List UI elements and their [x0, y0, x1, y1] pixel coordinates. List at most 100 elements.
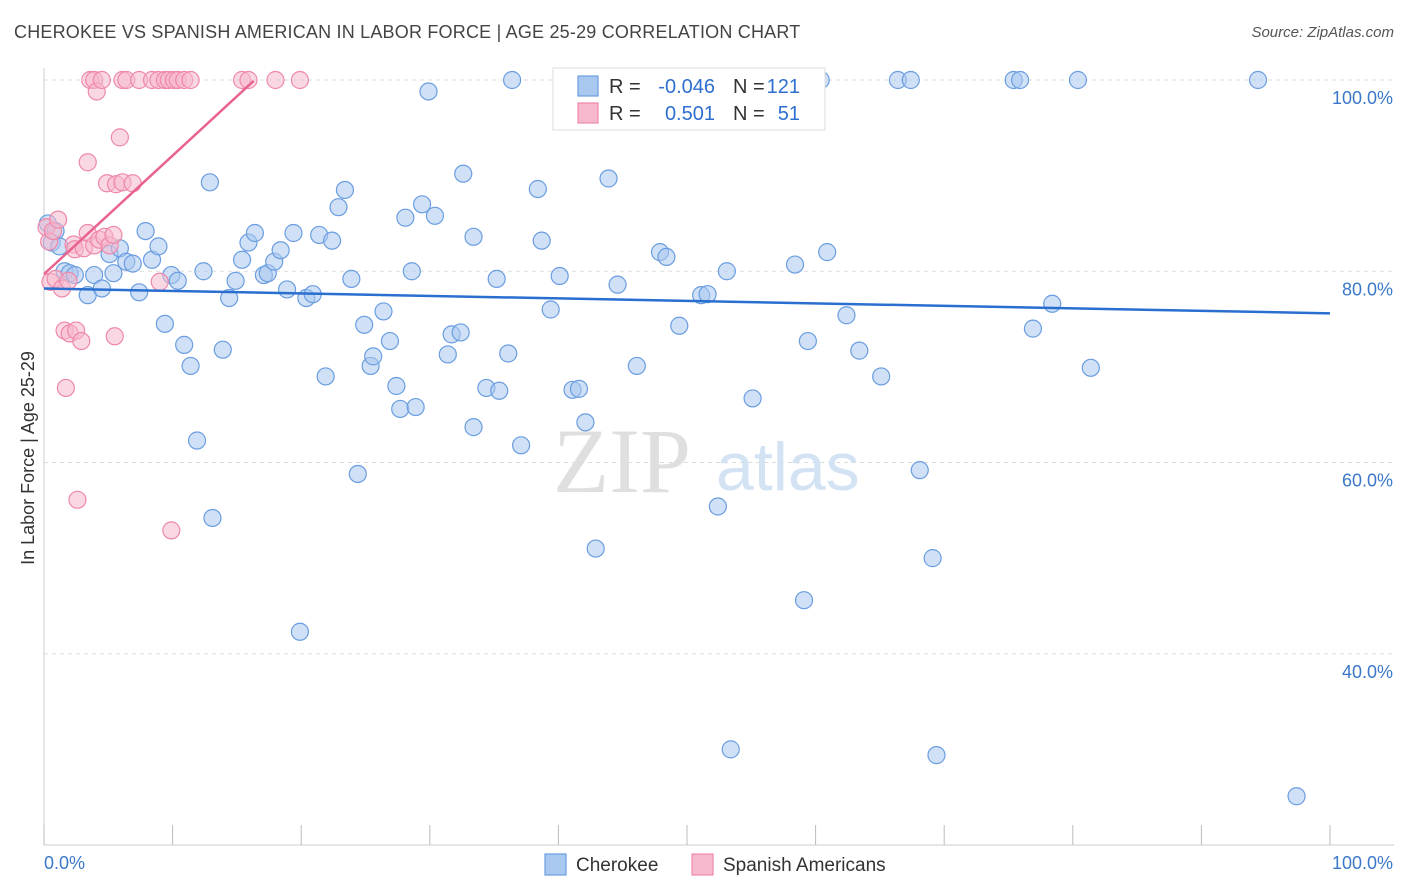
cherokee-point: [1248, 70, 1268, 90]
cherokee-point: [316, 367, 335, 386]
cherokee-point: [123, 254, 142, 273]
watermark-atlas: atlas: [716, 429, 860, 505]
cherokee-point: [528, 179, 547, 199]
cherokee-point: [406, 397, 425, 417]
spanish-point: [104, 225, 123, 245]
cherokee-point: [425, 206, 445, 225]
cherokee-point: [355, 315, 374, 334]
cherokee-point: [168, 271, 187, 290]
cherokee-point: [1287, 787, 1306, 806]
cherokee-point: [104, 264, 123, 283]
cherokee-point: [136, 221, 155, 241]
legend-box: R = -0.046 N = 121 R = 0.501 N = 51: [552, 67, 826, 131]
cherokee-point: [818, 243, 837, 262]
cherokee-point: [364, 347, 383, 366]
cherokee-point: [232, 250, 252, 269]
y-axis-title: In Labor Force | Age 25-29: [18, 351, 38, 565]
spanish-point: [72, 331, 91, 351]
cherokee-point: [451, 323, 470, 342]
legend-n-label-spanish: N =: [733, 103, 765, 125]
legend-r-label-cherokee: R =: [609, 76, 641, 98]
cherokee-point: [923, 549, 942, 568]
cherokee-point: [608, 275, 627, 294]
cherokee-point: [698, 285, 717, 304]
cherokee-point: [512, 436, 531, 455]
cherokee-point: [226, 271, 245, 290]
cherokee-point: [220, 288, 239, 308]
cherokee-point: [277, 280, 297, 299]
cherokee-point: [657, 247, 676, 267]
cherokee-point: [910, 461, 929, 480]
cherokee-point: [213, 340, 232, 359]
spanish-point: [59, 271, 78, 290]
gridlines: [44, 79, 1394, 655]
cherokee-point: [872, 367, 891, 386]
cherokee-point: [454, 164, 473, 183]
spanish-point: [105, 327, 124, 346]
cherokee-point: [1023, 319, 1043, 338]
cherokee-point: [329, 198, 348, 217]
cherokee-point: [187, 431, 207, 450]
spanish-point: [110, 128, 129, 147]
y-tick-label: 60.0%: [1342, 471, 1393, 491]
cherokee-point: [708, 497, 727, 516]
y-tick-label: 100.0%: [1332, 88, 1393, 108]
cherokee-point: [927, 746, 946, 765]
cherokee-point: [550, 266, 569, 286]
y-tick-label: 40.0%: [1342, 662, 1393, 682]
cherokee-point: [155, 314, 174, 333]
cherokee-point: [1010, 70, 1030, 90]
cherokee-point: [490, 381, 509, 400]
cherokee-point: [342, 269, 361, 288]
bottom-legend: Cherokee Spanish Americans: [544, 853, 886, 876]
x-ticks: [43, 825, 1331, 845]
cherokee-point: [130, 283, 149, 302]
cherokee-point: [194, 262, 213, 281]
spanish-point: [239, 70, 258, 90]
bottom-legend-label-spanish: Spanish Americans: [723, 855, 886, 876]
cherokee-point: [532, 231, 551, 250]
legend-r-value-spanish: 0.501: [665, 103, 715, 125]
cherokee-point: [374, 302, 393, 321]
cherokee-point: [245, 223, 265, 243]
cherokee-point: [271, 241, 290, 260]
bottom-legend-label-cherokee: Cherokee: [576, 855, 658, 876]
spanish-trend-line: [43, 80, 255, 276]
legend-swatch-cherokee: [577, 75, 599, 97]
cherokee-point: [200, 173, 219, 192]
legend-n-value-spanish: 51: [778, 103, 800, 125]
watermark: ZIP atlas: [553, 410, 860, 512]
cherokee-trend-line: [43, 287, 1331, 315]
legend-n-value-cherokee: 121: [767, 76, 800, 98]
spanish-point: [49, 210, 68, 229]
cherokee-point: [1081, 358, 1100, 377]
cherokee-point: [487, 269, 506, 288]
cherokee-point: [901, 70, 920, 90]
cherokee-point: [438, 345, 457, 364]
cherokee-point: [290, 622, 310, 641]
cherokee-point: [203, 508, 222, 528]
cherokee-point: [1068, 70, 1088, 90]
cherokee-point: [794, 591, 814, 610]
cherokee-point: [798, 331, 817, 351]
cherokee-point: [85, 265, 104, 285]
spanish-series: [37, 70, 310, 540]
legend-r-value-cherokee: -0.046: [658, 76, 715, 98]
cherokee-point: [721, 740, 740, 759]
spanish-point: [92, 70, 111, 90]
legend-r-label-spanish: R =: [609, 103, 641, 125]
bottom-legend-swatch-spanish: [691, 853, 714, 876]
legend-swatch-spanish: [577, 102, 599, 124]
cherokee-point: [284, 223, 303, 243]
cherokee-point: [586, 539, 605, 558]
cherokee-point: [464, 227, 483, 246]
cherokee-point: [419, 82, 438, 101]
cherokee-point: [464, 418, 483, 437]
cherokee-point: [322, 231, 342, 250]
cherokee-point: [348, 464, 367, 484]
cherokee-point: [499, 344, 518, 363]
cherokee-point: [503, 70, 522, 90]
legend-n-label-cherokee: N =: [733, 76, 765, 98]
cherokee-point: [387, 376, 406, 396]
